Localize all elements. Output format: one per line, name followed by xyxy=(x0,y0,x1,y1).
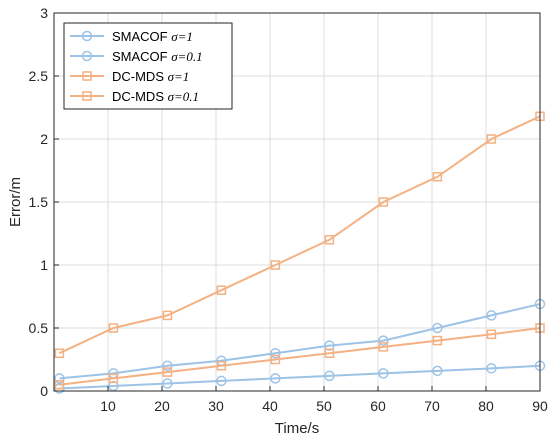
legend-label: DC-MDS σ=0.1 xyxy=(112,89,199,104)
series-line xyxy=(58,115,541,355)
data-point xyxy=(432,335,443,346)
data-point xyxy=(378,342,389,352)
data-point xyxy=(324,340,335,351)
series-line xyxy=(59,327,541,386)
series-3 xyxy=(54,323,545,390)
y-tick-label: 1.5 xyxy=(29,194,49,210)
data-point xyxy=(82,91,92,101)
grid-lines xyxy=(54,12,541,392)
y-axis-label: Error/m xyxy=(7,177,24,227)
series-line xyxy=(59,303,541,380)
y-tick-label: 0 xyxy=(40,383,48,399)
legend-series-name: SMACOF xyxy=(112,29,171,44)
data-point xyxy=(54,373,65,384)
x-axis-label: Time/s xyxy=(275,420,319,437)
legend-label: SMACOF σ=1 xyxy=(112,29,193,44)
y-tick-label: 0.5 xyxy=(29,320,49,336)
data-point xyxy=(432,365,443,377)
x-tick-label: 20 xyxy=(154,398,170,414)
series-4 xyxy=(54,111,545,358)
data-point xyxy=(486,134,497,144)
data-point xyxy=(378,368,389,379)
y-tick-label: 1 xyxy=(40,257,48,273)
x-tick-label: 80 xyxy=(478,398,494,414)
legend-entry: DC-MDS σ=1 xyxy=(70,69,189,84)
y-tick-label: 2 xyxy=(40,131,48,147)
x-tick-label: 70 xyxy=(424,398,440,414)
legend-sigma-value: σ=0.1 xyxy=(168,89,199,104)
data-point xyxy=(108,380,119,392)
legend-label: DC-MDS σ=1 xyxy=(112,69,189,84)
x-tick-label: 90 xyxy=(532,398,548,414)
data-point xyxy=(432,322,443,334)
legend-sigma-value: σ=1 xyxy=(171,29,193,44)
legend-label: SMACOF σ=0.1 xyxy=(112,49,203,64)
legend-entry: DC-MDS σ=0.1 xyxy=(70,89,199,104)
data-point xyxy=(486,363,497,374)
data-point xyxy=(216,361,227,371)
data-point xyxy=(270,373,281,384)
series-layer xyxy=(54,111,546,394)
x-tick-label: 50 xyxy=(316,398,332,414)
data-point xyxy=(270,347,281,359)
data-point xyxy=(54,379,65,390)
data-point xyxy=(324,370,335,382)
legend-sigma-value: σ=1 xyxy=(168,69,190,84)
data-point xyxy=(324,235,335,245)
data-point xyxy=(81,30,93,42)
data-point xyxy=(486,329,497,340)
data-point xyxy=(162,378,173,389)
legend-sigma-value: σ=0.1 xyxy=(171,49,202,64)
x-tick-label: 60 xyxy=(370,398,386,414)
data-point xyxy=(81,50,93,62)
series-2 xyxy=(54,298,546,384)
x-tick-label: 10 xyxy=(100,398,116,414)
legend-entry: SMACOF σ=1 xyxy=(70,29,193,44)
data-point xyxy=(216,375,227,387)
x-tick-label: 40 xyxy=(262,398,278,414)
data-point xyxy=(270,354,281,365)
data-point xyxy=(82,71,92,81)
y-tick-label: 3 xyxy=(40,5,48,21)
series-line xyxy=(59,364,541,390)
axis-ticks: 10 20 30 40 50 60 70 80 90 0 0.5 1 1.5 2 2.5 3 xyxy=(29,5,548,414)
legend-series-name: DC-MDS xyxy=(112,69,168,84)
data-point xyxy=(108,323,119,333)
data-point xyxy=(54,348,65,358)
legend-series-name: DC-MDS xyxy=(112,89,168,104)
data-point xyxy=(162,360,173,372)
data-point xyxy=(378,197,389,207)
data-point xyxy=(108,373,119,384)
data-point xyxy=(162,310,173,321)
data-point xyxy=(378,335,389,346)
data-point xyxy=(216,285,227,295)
data-point xyxy=(324,348,335,358)
y-tick-label: 2.5 xyxy=(29,68,49,84)
legend-entry: SMACOF σ=0.1 xyxy=(70,49,203,64)
data-point xyxy=(432,172,443,182)
data-point xyxy=(162,367,173,377)
data-point xyxy=(486,310,497,321)
x-tick-label: 30 xyxy=(208,398,224,414)
legend-series-name: SMACOF xyxy=(112,49,171,64)
data-point xyxy=(270,260,281,270)
